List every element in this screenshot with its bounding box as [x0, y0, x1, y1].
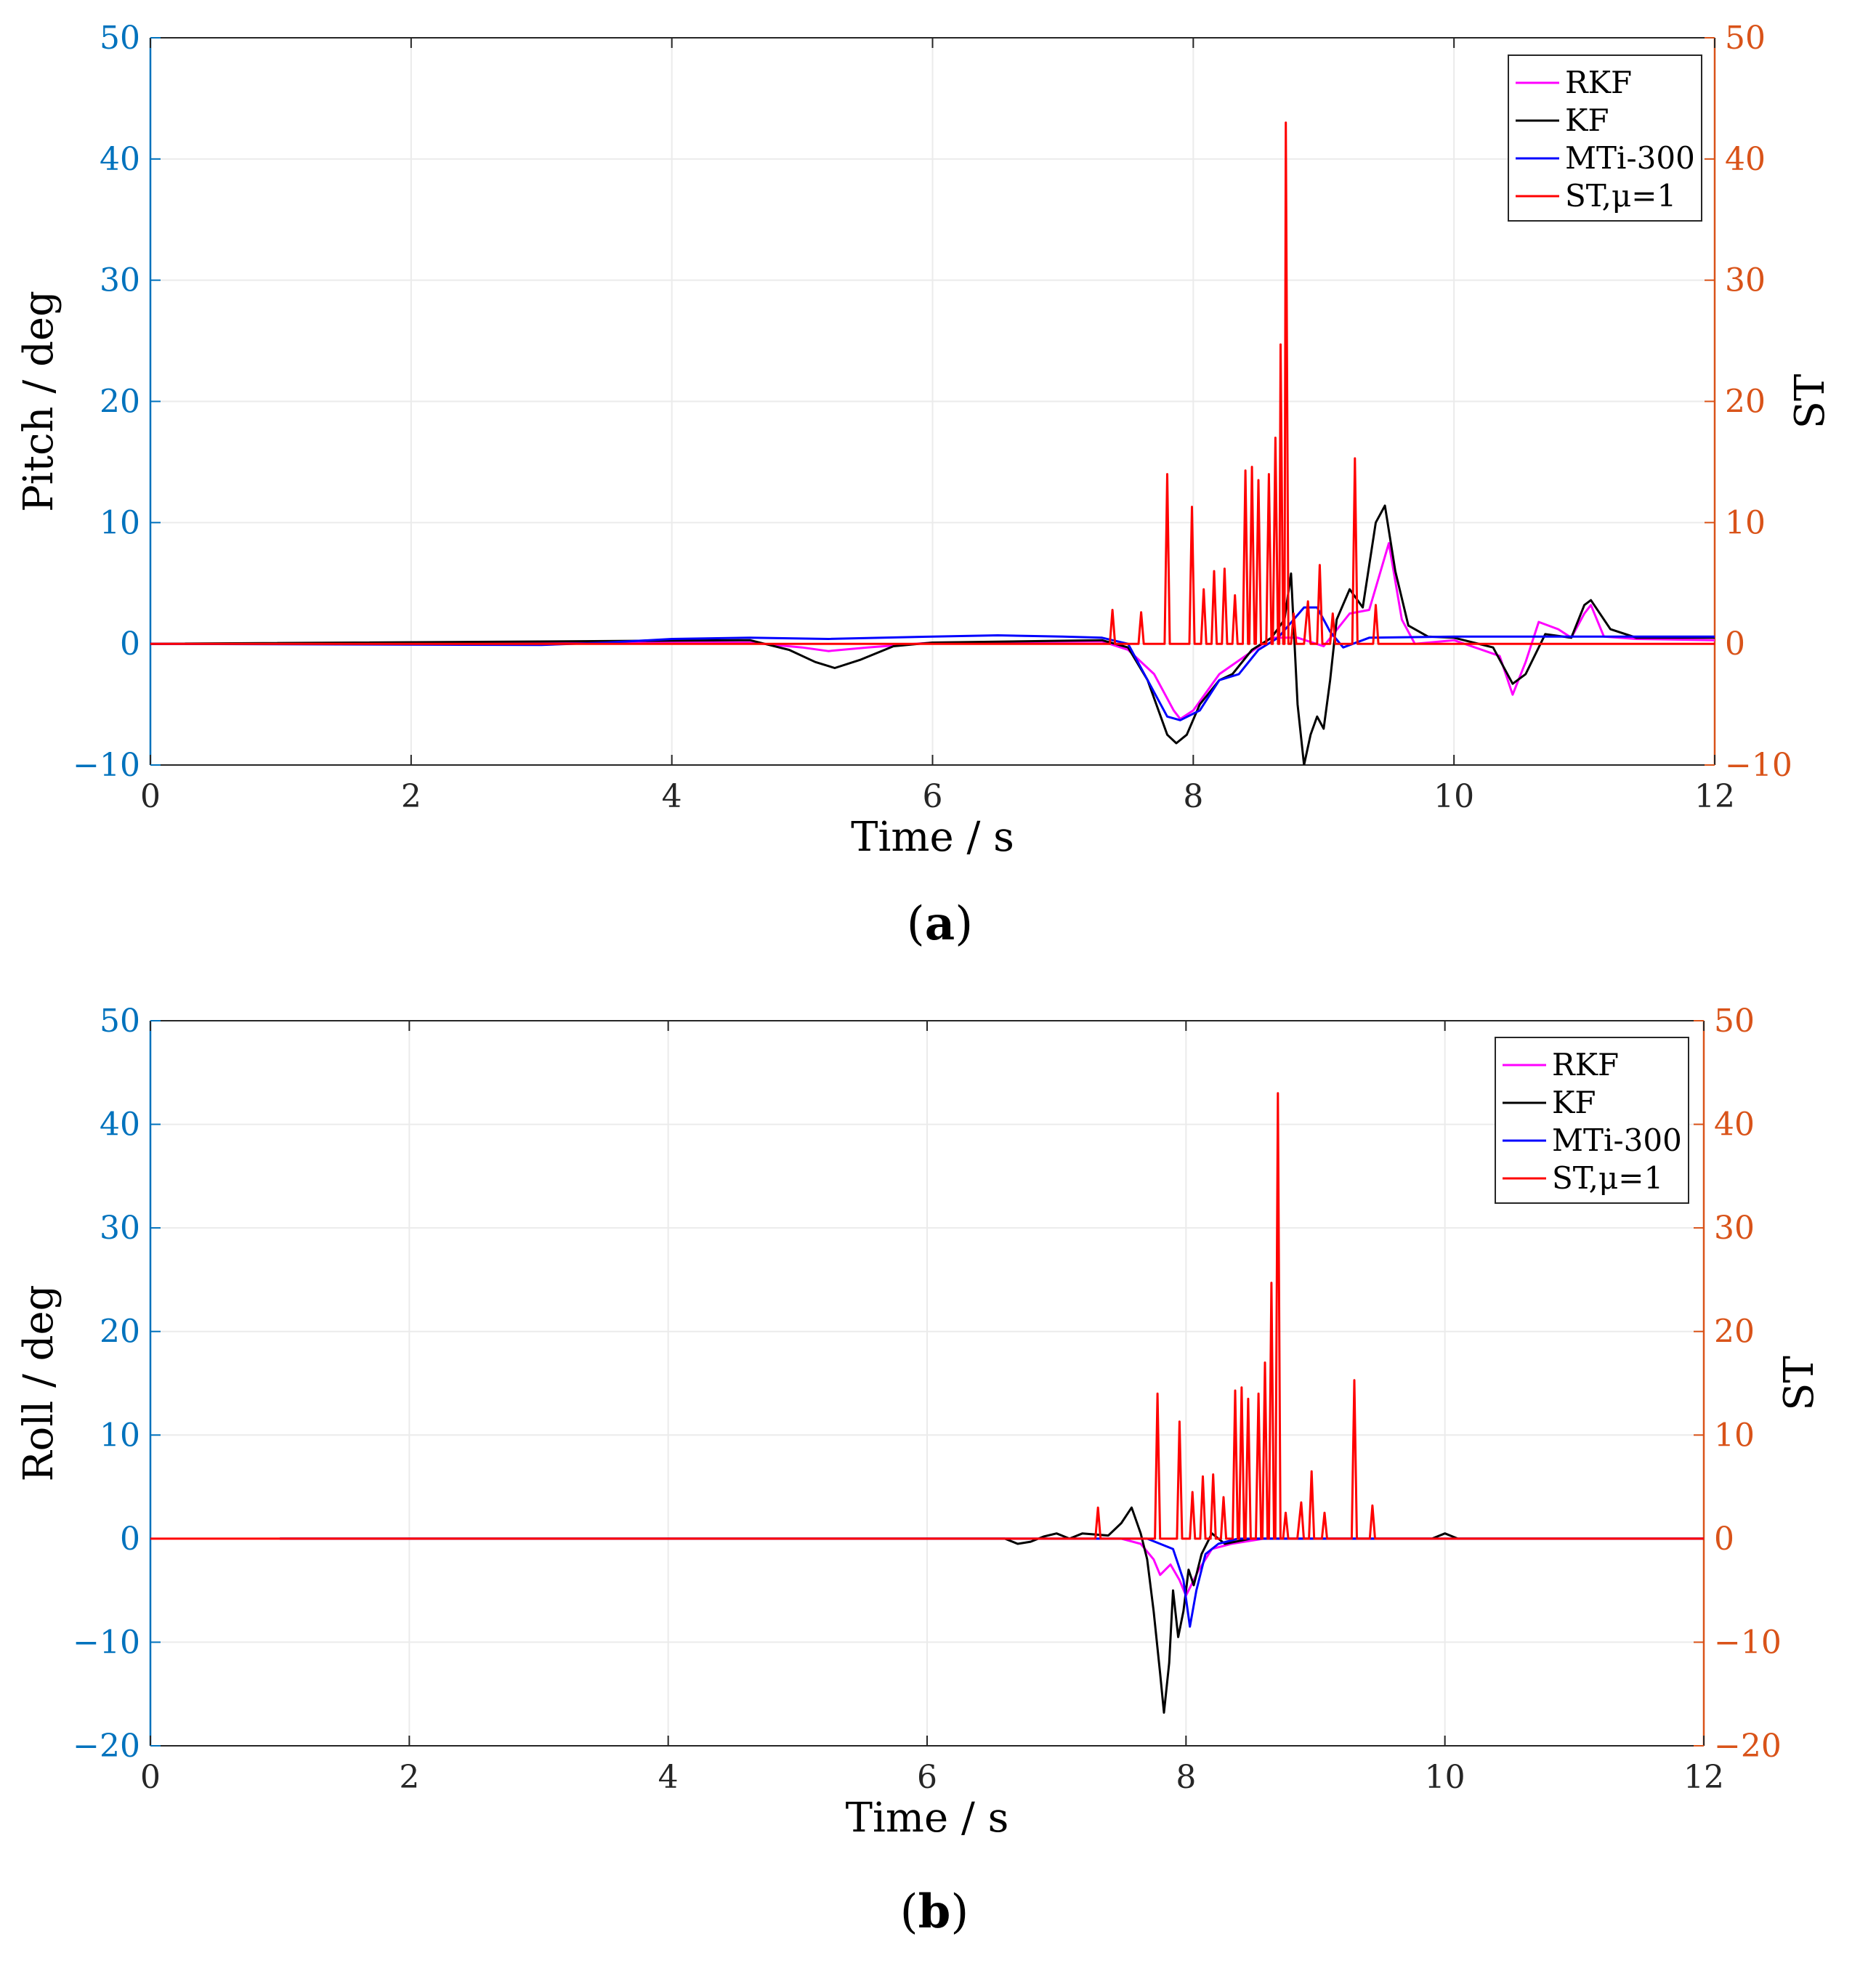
- y-tick-label-right: 10: [1725, 504, 1766, 541]
- y-tick-label-left: 30: [100, 262, 140, 299]
- y-tick-label-right: 0: [1725, 626, 1745, 663]
- y-tick-label-left: 40: [100, 1106, 140, 1144]
- chart-b: 0 2 4 6 8 10 12−20−1001020304050−20−1001020304…: [15, 1003, 1823, 1939]
- x-tick-label: 0: [140, 778, 161, 815]
- x-axis-label: Time / s: [851, 814, 1014, 861]
- caption-a: (a): [907, 897, 973, 951]
- y-axis-label-right: ST: [1787, 374, 1834, 429]
- y-tick-label-left: 10: [100, 1417, 140, 1454]
- series-line-mti300: [150, 606, 1715, 721]
- series-line-kf: [150, 504, 1715, 765]
- y-tick-label-left: −10: [73, 747, 140, 784]
- y-tick-label-left: −20: [73, 1728, 140, 1765]
- y-axis-label-left: Pitch / deg: [15, 291, 62, 512]
- x-tick-label: 4: [662, 778, 682, 815]
- legend-label: ST,μ=1: [1552, 1160, 1663, 1196]
- x-tick-label: 8: [1176, 1759, 1196, 1796]
- caption-paren-open: (: [907, 897, 925, 951]
- y-tick-label-right: 20: [1725, 384, 1766, 421]
- x-tick-label: 12: [1694, 778, 1735, 815]
- caption-b: (b): [900, 1885, 969, 1939]
- y-tick-label-left: 50: [100, 1003, 140, 1040]
- y-tick-label-right: −10: [1714, 1624, 1782, 1661]
- y-tick-label-left: 40: [100, 141, 140, 178]
- y-tick-label-right: 0: [1714, 1521, 1734, 1558]
- chart-a: 0 2 4 6 8 10 12−1001020304050−1001020304050Tim…: [15, 20, 1834, 951]
- y-tick-label-right: 40: [1714, 1106, 1755, 1144]
- y-tick-label-right: 20: [1714, 1314, 1755, 1351]
- legend-label: MTi-300: [1565, 140, 1695, 176]
- y-tick-label-left: 20: [100, 1314, 140, 1351]
- x-tick-label: 6: [917, 1759, 937, 1796]
- caption-paren-open: (: [900, 1885, 918, 1939]
- legend-label: ST,μ=1: [1565, 178, 1676, 214]
- legend-label: KF: [1565, 102, 1609, 138]
- y-axis-label-right: ST: [1776, 1356, 1823, 1411]
- y-tick-label-left: 30: [100, 1210, 140, 1247]
- y-tick-label-left: 20: [100, 384, 140, 421]
- y-tick-label-right: 30: [1725, 262, 1766, 299]
- x-axis-label: Time / s: [846, 1794, 1009, 1842]
- caption-paren-close: ): [955, 897, 973, 951]
- legend-label: RKF: [1552, 1047, 1619, 1082]
- y-tick-label-right: 10: [1714, 1417, 1755, 1454]
- x-tick-label: 2: [399, 1759, 419, 1796]
- x-tick-label: 8: [1183, 778, 1203, 815]
- y-tick-label-left: 0: [120, 626, 140, 663]
- y-axis-label-left: Roll / deg: [15, 1284, 62, 1481]
- caption-paren-close: ): [950, 1885, 969, 1939]
- legend-label: KF: [1552, 1085, 1596, 1120]
- y-tick-label-left: 50: [100, 20, 140, 57]
- y-tick-label-right: 30: [1714, 1210, 1755, 1247]
- y-tick-label-right: 50: [1725, 20, 1766, 57]
- series-line-rkf: [280, 1537, 1704, 1597]
- x-tick-label: 2: [401, 778, 421, 815]
- y-tick-label-right: 40: [1725, 141, 1766, 178]
- y-tick-label-left: 0: [120, 1521, 140, 1558]
- legend-label: MTi-300: [1552, 1122, 1682, 1158]
- x-tick-label: 4: [658, 1759, 679, 1796]
- series-line-mti300: [280, 1537, 1704, 1628]
- y-tick-label-right: −10: [1725, 747, 1792, 784]
- x-tick-label: 10: [1434, 778, 1474, 815]
- legend-label: RKF: [1565, 65, 1632, 100]
- y-tick-label-left: −10: [73, 1624, 140, 1661]
- series-line-kf: [280, 1506, 1704, 1714]
- x-tick-label: 12: [1683, 1759, 1724, 1796]
- y-tick-label-right: 50: [1714, 1003, 1755, 1040]
- y-tick-label-left: 10: [100, 504, 140, 541]
- x-tick-label: 6: [923, 778, 943, 815]
- caption-letter: a: [925, 897, 955, 951]
- series-line-st1: [150, 121, 1715, 645]
- x-tick-label: 10: [1425, 1759, 1465, 1796]
- y-tick-label-right: −20: [1714, 1728, 1782, 1765]
- series-line-st1: [150, 1092, 1704, 1540]
- caption-letter: b: [918, 1885, 951, 1939]
- x-tick-label: 0: [140, 1759, 161, 1796]
